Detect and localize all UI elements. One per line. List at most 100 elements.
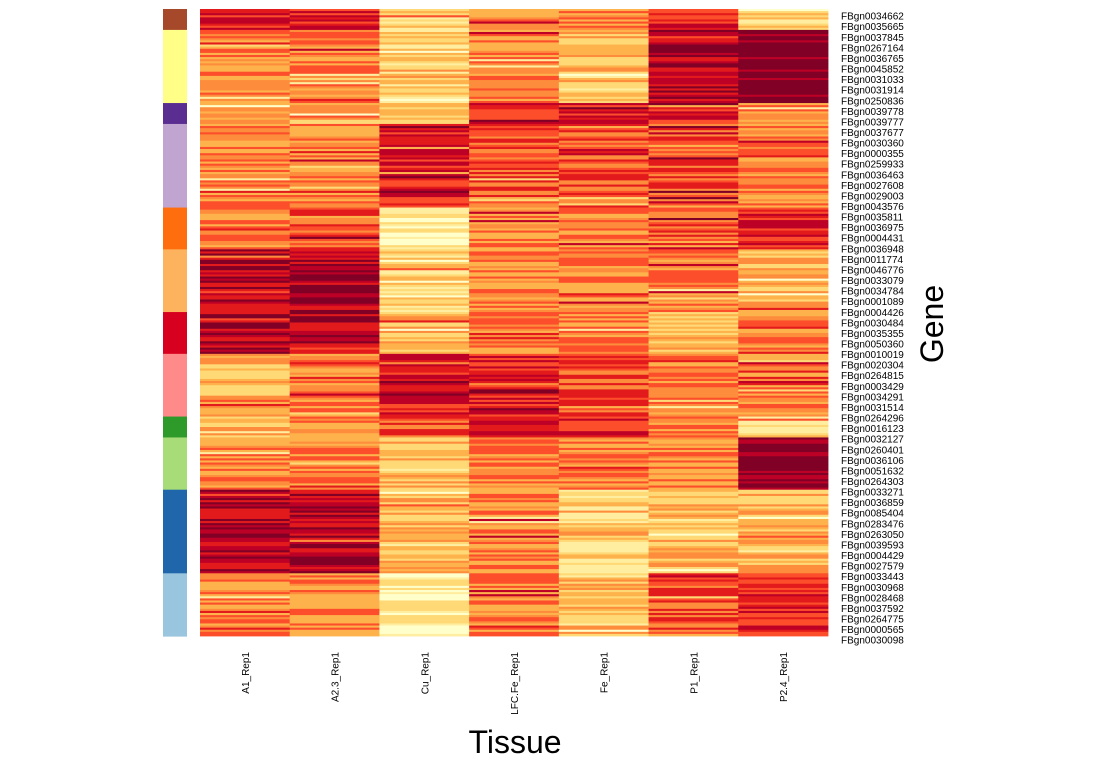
gene-label: FBgn0011774	[841, 255, 904, 266]
heat-cell	[648, 546, 739, 549]
heat-cell	[200, 445, 291, 449]
heat-cell	[289, 466, 380, 470]
heat-cell	[379, 218, 470, 221]
heat-cell	[469, 493, 560, 497]
heat-cell	[558, 610, 649, 614]
gene-label: FBgn0031914	[841, 86, 904, 97]
heat-cell	[648, 207, 739, 211]
heat-cell	[379, 429, 470, 432]
heat-cell	[648, 77, 739, 81]
heat-cell	[379, 349, 470, 353]
heat-cell	[558, 197, 649, 200]
heat-cell	[648, 46, 739, 50]
heat-cell	[469, 71, 560, 75]
heat-cell	[200, 245, 291, 248]
heat-cell	[200, 368, 291, 371]
heat-cell	[558, 579, 649, 583]
heat-cell	[558, 512, 649, 516]
heat-cell	[289, 623, 380, 626]
heat-cell	[379, 234, 470, 238]
heat-cell	[469, 554, 560, 557]
heat-cell	[469, 391, 560, 394]
heat-cell	[648, 184, 739, 188]
heat-cell	[738, 535, 829, 539]
heat-cell	[648, 9, 739, 12]
heat-cell	[558, 176, 649, 179]
heat-cell	[200, 495, 291, 499]
heat-cell	[289, 506, 380, 509]
heat-cell	[648, 527, 739, 530]
heat-cell	[738, 374, 829, 378]
cluster-annotation-bar	[163, 9, 187, 637]
heat-cell	[738, 57, 829, 60]
heat-cell	[558, 266, 649, 269]
heat-cell	[648, 567, 739, 570]
heat-cell	[379, 489, 470, 493]
heat-cell	[379, 544, 470, 547]
heat-cell	[469, 525, 560, 528]
heat-cell	[469, 575, 560, 578]
heat-cell	[469, 115, 560, 119]
heat-cell	[558, 585, 649, 589]
heat-cell	[738, 502, 829, 505]
heat-cell	[200, 470, 291, 474]
heat-cell	[558, 387, 649, 390]
heat-cell	[648, 80, 739, 83]
y-axis-title: Gene	[914, 285, 950, 363]
heat-cell	[289, 263, 380, 267]
heat-cell	[469, 464, 560, 468]
heat-cell	[289, 395, 380, 399]
heat-cell	[469, 466, 560, 470]
heat-cell	[738, 385, 829, 388]
heat-cell	[558, 539, 649, 543]
heat-cell	[289, 619, 380, 622]
heat-cell	[558, 573, 649, 576]
heat-cell	[558, 163, 649, 167]
heat-cell	[648, 491, 739, 495]
heat-cell	[469, 178, 560, 181]
heat-cell	[469, 259, 560, 263]
heat-cell	[738, 161, 829, 165]
heat-cell	[200, 172, 291, 175]
heat-cell	[558, 408, 649, 411]
heat-cell	[558, 617, 649, 620]
heat-cell	[558, 121, 649, 125]
tissue-label: A2.3_Rep1	[331, 652, 342, 702]
heat-cell	[648, 293, 739, 296]
heat-cell	[648, 533, 739, 537]
heat-cell	[469, 207, 560, 211]
heat-cell	[558, 291, 649, 294]
heat-cell	[200, 82, 291, 85]
heat-cell	[558, 577, 649, 580]
heat-cell	[379, 567, 470, 570]
heat-cell	[469, 571, 560, 574]
heat-cell	[469, 176, 560, 179]
heat-cell	[738, 46, 829, 50]
gene-label: FBgn0264296	[841, 414, 904, 425]
heat-cell	[379, 61, 470, 64]
heat-cell	[289, 220, 380, 223]
heat-cell	[289, 245, 380, 248]
gene-label: FBgn0037592	[841, 604, 904, 615]
heat-cell	[738, 412, 829, 415]
heat-cell	[648, 113, 739, 116]
heat-cell	[558, 19, 649, 22]
heat-cell	[648, 339, 739, 342]
heat-cell	[648, 136, 739, 139]
heat-cell	[648, 324, 739, 328]
heat-cell	[200, 207, 291, 211]
heat-cell	[648, 385, 739, 388]
heat-cell	[558, 228, 649, 231]
gene-label: FBgn0264303	[841, 477, 904, 488]
heat-cell	[200, 36, 291, 39]
heat-cell	[289, 397, 380, 401]
heat-cell	[200, 220, 291, 223]
heat-cell	[379, 121, 470, 125]
heat-cell	[648, 284, 739, 288]
heat-cell	[469, 48, 560, 52]
heat-cell	[379, 117, 470, 121]
heat-cell	[289, 552, 380, 555]
heat-cell	[289, 94, 380, 98]
heat-cell	[738, 188, 829, 192]
heat-cell	[469, 598, 560, 601]
